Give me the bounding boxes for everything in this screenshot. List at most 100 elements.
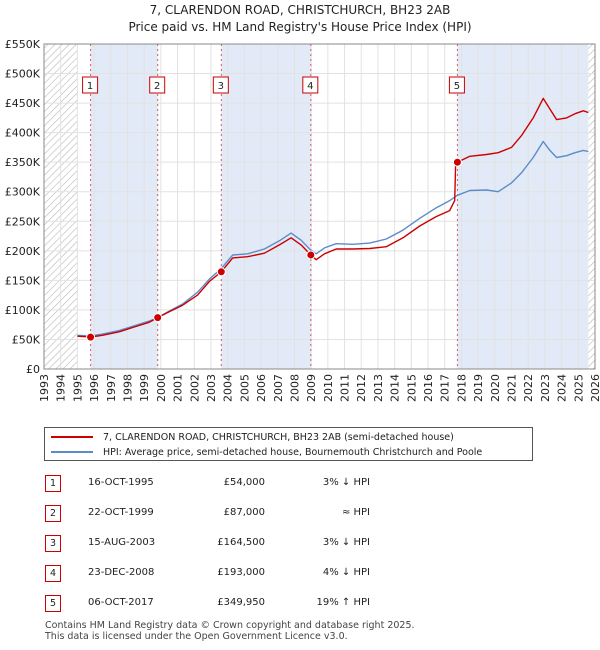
y-tick-label: £450K <box>5 97 41 110</box>
footer-line-copyright: Contains HM Land Registry data © Crown c… <box>45 620 415 631</box>
legend-label-property: 7, CLARENDON ROAD, CHRISTCHURCH, BH23 2A… <box>103 431 454 443</box>
y-tick-label: £500K <box>5 68 41 81</box>
sale-number-label: 4 <box>307 81 313 92</box>
x-tick-label: 1993 <box>38 374 51 402</box>
y-tick-label: £100K <box>5 304 41 317</box>
chart-title: 7, CLARENDON ROAD, CHRISTCHURCH, BH23 2A… <box>150 3 451 17</box>
x-tick-label: 2004 <box>222 374 235 402</box>
sale-date: 06-OCT-2017 <box>88 597 154 608</box>
x-tick-label: 1994 <box>55 374 68 402</box>
legend-item-property: 7, CLARENDON ROAD, CHRISTCHURCH, BH23 2A… <box>51 430 454 444</box>
sale-price: £193,000 <box>217 567 265 578</box>
y-tick-label: £250K <box>5 215 41 228</box>
x-tick-label: 1998 <box>121 374 134 402</box>
x-tick-label: 2006 <box>255 374 268 402</box>
x-tick-label: 1996 <box>88 374 101 402</box>
sale-vs-hpi: 3% ↓ HPI <box>322 477 370 488</box>
x-tick-label: 2015 <box>405 374 418 402</box>
y-tick-label: £50K <box>12 333 41 346</box>
sales-row: 5 06-OCT-2017 £349,950 19% ↑ HPI <box>0 595 600 613</box>
sales-row: 1 16-OCT-1995 £54,000 3% ↓ HPI <box>0 475 600 493</box>
legend-label-hpi: HPI: Average price, semi-detached house,… <box>103 446 483 458</box>
sale-number-box <box>82 76 99 94</box>
chart-legend: 7, CLARENDON ROAD, CHRISTCHURCH, BH23 2A… <box>44 427 533 461</box>
x-tick-label: 2000 <box>155 374 168 402</box>
price-chart: 7, CLARENDON ROAD, CHRISTCHURCH, BH23 2A… <box>5 3 600 402</box>
x-tick-label: 2025 <box>572 374 585 402</box>
y-tick-label: £300K <box>5 186 41 199</box>
sale-price: £87,000 <box>223 507 265 518</box>
sale-number-box <box>448 76 465 94</box>
x-tick-label: 2021 <box>506 374 519 402</box>
sale-vs-hpi: 3% ↓ HPI <box>322 537 370 548</box>
sale-vs-hpi: 19% ↑ HPI <box>316 597 370 608</box>
y-tick-label: £350K <box>5 156 41 169</box>
x-tick-label: 2023 <box>539 374 552 402</box>
footer-line-licence: This data is licensed under the Open Gov… <box>45 631 348 642</box>
y-tick-label: £0 <box>26 363 40 376</box>
sale-point <box>216 267 226 277</box>
attribution-footer: Contains HM Land Registry data © Crown c… <box>45 620 415 642</box>
sale-point <box>86 332 96 342</box>
x-tick-label: 1999 <box>138 374 151 402</box>
y-tick-label: £200K <box>5 245 41 258</box>
legend-swatch-hpi <box>51 451 93 453</box>
x-tick-label: 1995 <box>71 374 84 402</box>
sale-price: £164,500 <box>217 537 265 548</box>
y-tick-label: £550K <box>5 38 41 51</box>
sale-number: 2 <box>45 505 61 522</box>
sale-price: £54,000 <box>223 477 265 488</box>
y-tick-label: £150K <box>5 274 41 287</box>
sales-row: 3 15-AUG-2003 £164,500 3% ↓ HPI <box>0 535 600 553</box>
legend-swatch-property <box>51 436 93 438</box>
x-tick-label: 2007 <box>272 374 285 402</box>
shaded-period-3 <box>457 44 589 369</box>
sale-number-box <box>149 76 166 94</box>
property-price-line <box>77 97 589 338</box>
x-tick-label: 2002 <box>188 374 201 402</box>
x-tick-label: 2011 <box>339 374 352 402</box>
plot-border <box>43 43 596 370</box>
sale-number-label: 1 <box>87 81 93 92</box>
sale-number-label: 2 <box>154 81 160 92</box>
sale-date: 15-AUG-2003 <box>88 537 156 548</box>
x-tick-label: 2024 <box>556 374 569 402</box>
sale-number-label: 3 <box>218 81 224 92</box>
x-tick-label: 2013 <box>372 374 385 402</box>
sale-number-box <box>212 76 229 94</box>
x-tick-label: 2009 <box>305 374 318 402</box>
shaded-period-1 <box>90 44 158 369</box>
x-tick-label: 2018 <box>455 374 468 402</box>
sale-price: £349,950 <box>217 597 265 608</box>
sales-row: 4 23-DEC-2008 £193,000 4% ↓ HPI <box>0 565 600 583</box>
sale-point <box>306 250 316 260</box>
legend-item-hpi: HPI: Average price, semi-detached house,… <box>51 445 482 459</box>
x-tick-label: 2001 <box>172 374 185 402</box>
x-tick-label: 2022 <box>522 374 535 402</box>
sale-vs-hpi: 4% ↓ HPI <box>322 567 370 578</box>
x-tick-label: 2008 <box>288 374 301 402</box>
shaded-period-2 <box>221 44 311 369</box>
sale-point <box>452 157 462 167</box>
x-tick-label: 2017 <box>439 374 452 402</box>
sales-row: 2 22-OCT-1999 £87,000 ≈ HPI <box>0 505 600 523</box>
x-tick-label: 1997 <box>105 374 118 402</box>
x-tick-label: 2010 <box>322 374 335 402</box>
sale-point <box>153 313 163 323</box>
sale-number: 4 <box>45 565 61 582</box>
x-tick-label: 2012 <box>355 374 368 402</box>
sale-date: 16-OCT-1995 <box>88 477 154 488</box>
x-tick-label: 2005 <box>238 374 251 402</box>
sale-number: 1 <box>45 475 61 492</box>
x-tick-label: 2019 <box>472 374 485 402</box>
x-tick-label: 2016 <box>422 374 435 402</box>
sale-number-label: 5 <box>454 81 460 92</box>
sale-vs-hpi: ≈ HPI <box>341 507 370 518</box>
sale-number: 3 <box>45 535 61 552</box>
x-tick-label: 2014 <box>389 374 402 402</box>
no-data-hatch-right <box>588 44 595 369</box>
y-tick-label: £400K <box>5 127 41 140</box>
x-tick-label: 2003 <box>205 374 218 402</box>
x-tick-label: 2026 <box>589 374 600 402</box>
sale-date: 23-DEC-2008 <box>88 567 155 578</box>
